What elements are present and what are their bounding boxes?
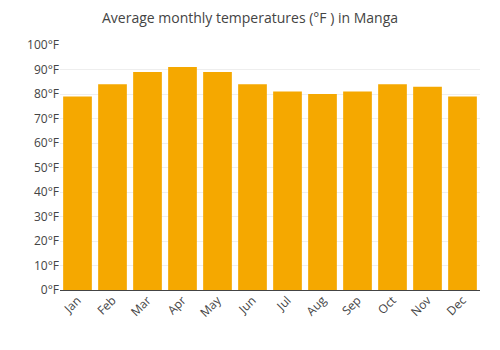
svg-text:0°F: 0°F xyxy=(41,281,59,298)
svg-text:Jan: Jan xyxy=(60,292,85,317)
svg-text:Aug: Aug xyxy=(302,292,330,320)
svg-text:Dec: Dec xyxy=(443,292,470,319)
svg-text:100°F: 100°F xyxy=(27,36,59,53)
svg-text:10°F: 10°F xyxy=(34,257,59,274)
svg-text:Jul: Jul xyxy=(272,292,294,314)
svg-text:Nov: Nov xyxy=(407,292,435,320)
svg-text:Apr: Apr xyxy=(164,292,190,318)
svg-text:80°F: 80°F xyxy=(34,85,59,102)
svg-text:20°F: 20°F xyxy=(34,232,59,249)
svg-text:Sep: Sep xyxy=(338,292,365,319)
svg-text:Oct: Oct xyxy=(374,292,400,318)
svg-text:Feb: Feb xyxy=(93,292,119,318)
svg-text:90°F: 90°F xyxy=(34,61,59,78)
svg-text:May: May xyxy=(196,291,225,320)
svg-text:50°F: 50°F xyxy=(34,159,59,176)
svg-text:40°F: 40°F xyxy=(34,183,59,200)
svg-text:30°F: 30°F xyxy=(34,208,59,225)
svg-text:70°F: 70°F xyxy=(34,110,59,127)
svg-text:Mar: Mar xyxy=(127,292,155,320)
svg-text:Jun: Jun xyxy=(234,292,259,317)
svg-text:Average monthly temperatures (: Average monthly temperatures (°F ) in Ma… xyxy=(102,8,398,27)
svg-text:60°F: 60°F xyxy=(34,134,59,151)
